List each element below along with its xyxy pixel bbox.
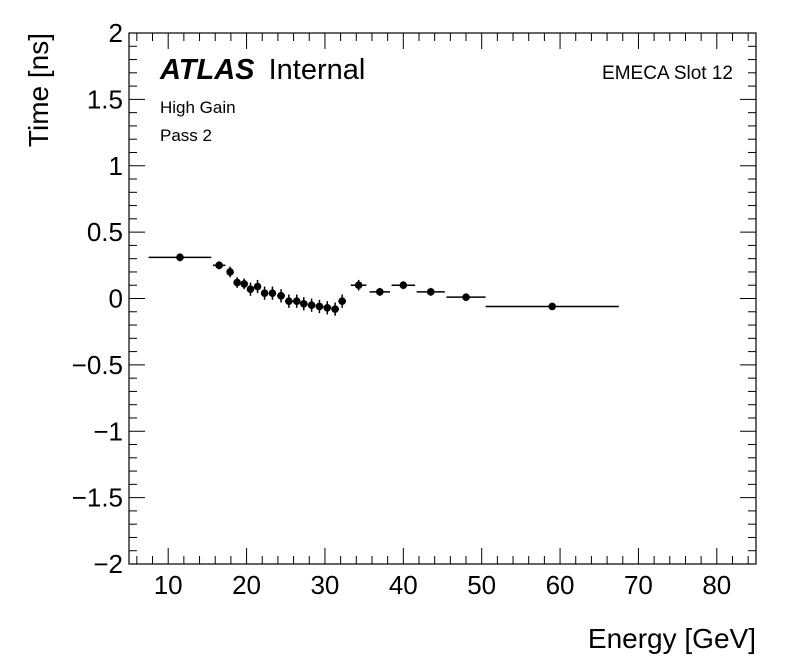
marker (299, 300, 308, 308)
data-point (284, 294, 293, 308)
marker (285, 297, 293, 305)
data-point (323, 301, 332, 315)
marker (354, 281, 363, 290)
data-point (226, 266, 234, 278)
marker (253, 282, 262, 291)
y-tick-label: −1.5 (72, 483, 123, 513)
data-point (246, 282, 255, 296)
gain-label: High Gain (160, 98, 236, 117)
data-point (240, 278, 249, 290)
marker (548, 302, 557, 311)
data-point (299, 297, 308, 311)
data-point (212, 261, 226, 270)
marker (215, 261, 223, 270)
x-axis-title: Energy [GeV] (588, 623, 756, 654)
marker (323, 303, 332, 312)
data-point (391, 281, 416, 290)
marker (260, 289, 269, 297)
atlas-status: Internal (269, 54, 366, 86)
data-point (350, 279, 367, 291)
marker (338, 297, 346, 305)
marker (315, 302, 324, 311)
data-point (331, 302, 340, 316)
marker (307, 301, 316, 309)
atlas-label: ATLAS Internal (159, 54, 365, 86)
marker (226, 268, 234, 276)
data-point (233, 277, 241, 288)
y-axis-title: Time [ns] (23, 33, 54, 147)
x-tick-label: 30 (310, 570, 339, 600)
marker (233, 278, 241, 287)
data-point (148, 253, 212, 262)
y-tick-label: 2 (109, 18, 123, 48)
marker (331, 305, 339, 313)
data-point (277, 289, 285, 303)
marker (268, 289, 277, 297)
data-point (260, 286, 269, 300)
marker (292, 297, 301, 305)
slot-label: EMECA Slot 12 (602, 63, 733, 84)
marker (176, 253, 184, 262)
y-tick-label: −2 (93, 549, 123, 579)
data-point (369, 287, 390, 296)
data-point (268, 286, 277, 300)
data-point (253, 279, 262, 294)
x-tick-label: 40 (389, 570, 418, 600)
x-tick-label: 70 (624, 570, 653, 600)
pass-label: Pass 2 (160, 126, 212, 145)
tick-marks (129, 32, 756, 565)
data-point (416, 287, 445, 296)
y-tick-label: 0 (109, 284, 123, 314)
data-point (292, 294, 301, 308)
marker (240, 280, 249, 288)
marker (399, 281, 408, 290)
marker (277, 292, 285, 300)
marker (246, 285, 255, 294)
y-tick-label: 1 (109, 151, 123, 181)
marker (462, 293, 470, 301)
x-tick-label: 20 (232, 570, 261, 600)
data-point (307, 298, 316, 312)
marker (376, 288, 384, 296)
y-tick-label: 0.5 (87, 217, 123, 247)
data-point (485, 302, 619, 311)
x-tick-label: 50 (467, 570, 496, 600)
marker (426, 288, 435, 296)
x-tick-label: 60 (546, 570, 575, 600)
data-points (148, 253, 619, 316)
data-point (338, 294, 347, 308)
atlas-bold: ATLAS (159, 54, 255, 86)
y-tick-label: −1 (93, 416, 123, 446)
data-point (315, 299, 324, 314)
tick-labels: 10 20 30 40 50 60 70 80 −2 −1.5 −1 −0.5 0 0.5 1 1.5 2 (72, 18, 732, 600)
y-tick-label: −0.5 (72, 350, 123, 380)
x-tick-label: 80 (702, 570, 731, 600)
data-point (446, 293, 486, 301)
y-tick-label: 1.5 (87, 84, 123, 114)
x-tick-label: 10 (154, 570, 183, 600)
